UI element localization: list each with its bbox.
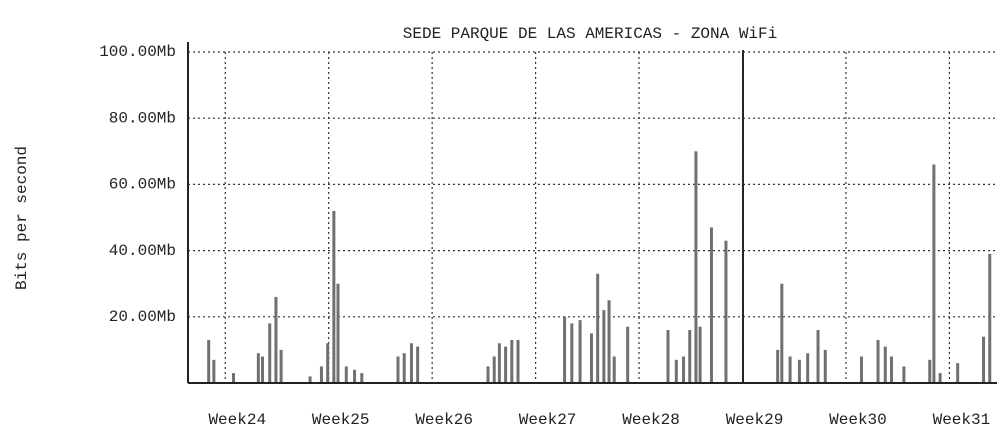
- bar: [932, 164, 936, 383]
- bar: [232, 373, 236, 383]
- bar: [902, 366, 906, 383]
- bar: [260, 356, 264, 383]
- bar: [788, 356, 792, 383]
- bar: [876, 339, 880, 383]
- bar: [274, 296, 278, 383]
- bar: [589, 333, 593, 383]
- bar: [596, 273, 600, 383]
- bar: [570, 323, 574, 383]
- x-tick-label: Week30: [829, 411, 887, 428]
- bar: [797, 359, 801, 383]
- bar: [497, 343, 501, 383]
- bar: [823, 349, 827, 383]
- bar: [308, 376, 312, 383]
- y-tick-label: 20.00Mb: [109, 308, 176, 326]
- bar: [268, 323, 272, 383]
- bar: [694, 151, 698, 383]
- bar: [563, 316, 567, 383]
- bar: [988, 253, 992, 383]
- x-tick-label: Week29: [726, 411, 784, 428]
- bar: [492, 356, 496, 383]
- bar: [336, 283, 340, 383]
- x-tick-label: Week24: [208, 411, 266, 428]
- y-tick-label: 40.00Mb: [109, 242, 176, 260]
- bar: [279, 349, 283, 383]
- bar: [516, 339, 520, 383]
- y-tick-label: 80.00Mb: [109, 109, 176, 127]
- y-tick-label: 60.00Mb: [109, 176, 176, 194]
- bar: [402, 353, 406, 383]
- bar: [344, 366, 348, 383]
- bar: [578, 320, 582, 383]
- bar: [698, 326, 702, 383]
- bar: [607, 300, 611, 383]
- bar: [612, 356, 616, 383]
- bar: [409, 343, 413, 383]
- bar: [256, 353, 260, 383]
- bar: [806, 353, 810, 383]
- bar: [889, 356, 893, 383]
- bar: [780, 283, 784, 383]
- x-tick-label: Week25: [312, 411, 370, 428]
- bar: [709, 227, 713, 383]
- bar: [626, 326, 630, 383]
- bar: [326, 343, 330, 383]
- bar: [776, 349, 780, 383]
- bar: [212, 359, 216, 383]
- bar: [504, 346, 508, 383]
- x-tick-label: Week31: [933, 411, 991, 428]
- bar: [396, 356, 400, 383]
- bar: [360, 373, 364, 383]
- bar: [724, 240, 728, 383]
- y-axis-label: Bits per second: [13, 146, 31, 290]
- bar: [688, 330, 692, 383]
- bar: [674, 359, 678, 383]
- x-tick-label: Week27: [519, 411, 577, 428]
- bar: [682, 356, 686, 383]
- bar: [928, 359, 932, 383]
- bar: [353, 369, 357, 383]
- x-tick-label: Week28: [622, 411, 680, 428]
- bar: [416, 346, 420, 383]
- chart-title: SEDE PARQUE DE LAS AMERICAS - ZONA WiFi: [403, 25, 777, 43]
- bar: [982, 336, 986, 383]
- bar: [332, 210, 336, 383]
- bar: [816, 330, 820, 383]
- bar: [319, 366, 323, 383]
- bar: [510, 339, 514, 383]
- bar: [602, 310, 606, 383]
- x-tick-label: Week26: [415, 411, 473, 428]
- bar: [956, 363, 960, 383]
- bar: [859, 356, 863, 383]
- bar: [207, 339, 211, 383]
- bar: [883, 346, 887, 383]
- bar: [666, 330, 670, 383]
- y-tick-label: 100.00Mb: [99, 43, 176, 61]
- bar: [486, 366, 490, 383]
- bar: [938, 373, 942, 383]
